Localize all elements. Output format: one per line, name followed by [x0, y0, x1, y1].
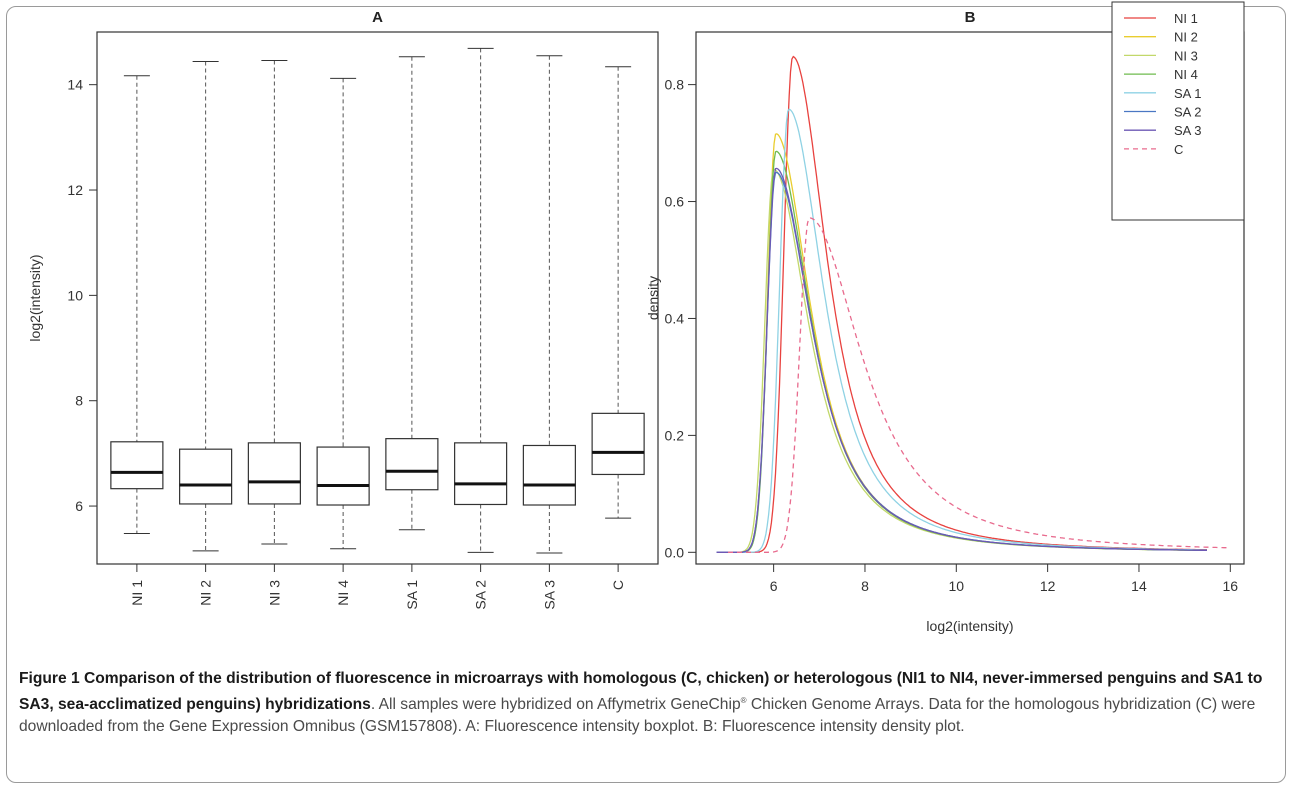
- legend-label: C: [1174, 142, 1183, 157]
- box-c: [591, 66, 645, 519]
- density-line-ni3: [716, 168, 1207, 553]
- caption-label: Figure 1: [19, 670, 80, 687]
- panel-b-title: B: [965, 9, 976, 26]
- x-tick-label-b: 12: [1040, 578, 1056, 594]
- density-line-sa3: [716, 167, 1207, 553]
- y-tick-label-a: 14: [67, 77, 83, 93]
- x-tick-label-a: SA 1: [404, 580, 420, 610]
- x-tick-label-a: C: [610, 580, 626, 590]
- y-tick-label-b: 0.8: [665, 77, 685, 93]
- x-tick-label-b: 8: [861, 578, 869, 594]
- x-axis-label-b: log2(intensity): [926, 618, 1013, 634]
- box-iqr: [247, 442, 301, 505]
- y-tick-label-a: 8: [75, 393, 83, 409]
- box-ni1: [110, 75, 164, 534]
- y-axis-label-b: density: [646, 276, 661, 320]
- legend-label: SA 1: [1174, 86, 1201, 101]
- density-line-sa2: [716, 171, 1207, 553]
- figure-frame: [6, 6, 1286, 783]
- caption-title: Comparison of the distribution of fluore…: [19, 670, 1263, 714]
- box-ni4: [316, 77, 370, 550]
- x-tick-label-a: SA 3: [541, 580, 557, 610]
- density-line-c: [728, 217, 1230, 553]
- box-iqr: [316, 446, 370, 506]
- box-iqr: [591, 412, 645, 476]
- box-iqr: [385, 438, 439, 491]
- box-sa2: [454, 47, 508, 553]
- y-tick-label-a: 12: [67, 182, 83, 198]
- x-tick-label-a: SA 2: [473, 580, 489, 610]
- box-ni2: [179, 60, 233, 552]
- box-iqr: [179, 448, 233, 505]
- legend-label: NI 3: [1174, 48, 1198, 63]
- y-tick-label-b: 0.4: [665, 310, 685, 326]
- x-tick-label-b: 10: [949, 578, 965, 594]
- x-tick-label-b: 16: [1223, 578, 1239, 594]
- x-tick-label-a: NI 2: [198, 580, 214, 606]
- x-tick-label-b: 6: [770, 578, 778, 594]
- box-iqr: [522, 444, 576, 506]
- registered-mark: ®: [740, 696, 747, 705]
- y-tick-label-a: 10: [67, 287, 83, 303]
- figure-caption: Figure 1 Comparison of the distribution …: [19, 668, 1274, 738]
- y-tick-label-b: 0.2: [665, 427, 685, 443]
- x-tick-label-b: 14: [1131, 578, 1147, 594]
- density-panel-b: B 0.0 0.2 0.4 0.6 0.8 6 8 10 12 14 16 log2(intensity…: [646, 1, 1245, 634]
- y-tick-label-b: 0.6: [665, 194, 685, 210]
- legend-label: NI 4: [1174, 67, 1198, 82]
- box-iqr: [110, 441, 164, 490]
- legend-label: SA 3: [1174, 123, 1201, 138]
- box-sa3: [522, 55, 576, 554]
- x-tick-label-a: NI 4: [335, 580, 351, 606]
- legend-label: NI 1: [1174, 11, 1198, 26]
- box-sa1: [385, 56, 439, 531]
- y-axis-label-a: log2(intensity): [27, 254, 43, 341]
- box-ni3: [247, 59, 301, 545]
- legend-label: SA 2: [1174, 105, 1201, 120]
- x-tick-label-a: NI 1: [129, 580, 145, 606]
- panel-a-title: A: [372, 9, 383, 26]
- caption-body-2: Chicken Genome Arrays. Data for the homo…: [19, 696, 1256, 736]
- x-tick-label-a: NI 3: [266, 580, 282, 606]
- caption-body-1: . All samples were hybridized on Affymet…: [370, 696, 741, 714]
- legend-label: NI 2: [1174, 30, 1198, 45]
- box-iqr: [454, 442, 508, 506]
- boxplot-panel-a: A 6 8 10 12 14 log2(intensity) NI 1 NI 2 NI 3 NI 4…: [27, 9, 659, 610]
- y-tick-label-a: 6: [75, 498, 83, 514]
- y-tick-label-b: 0.0: [665, 544, 685, 560]
- legend: NI 1 NI 2 NI 3 NI 4 SA 1 SA 2 SA 3 C: [1111, 1, 1245, 221]
